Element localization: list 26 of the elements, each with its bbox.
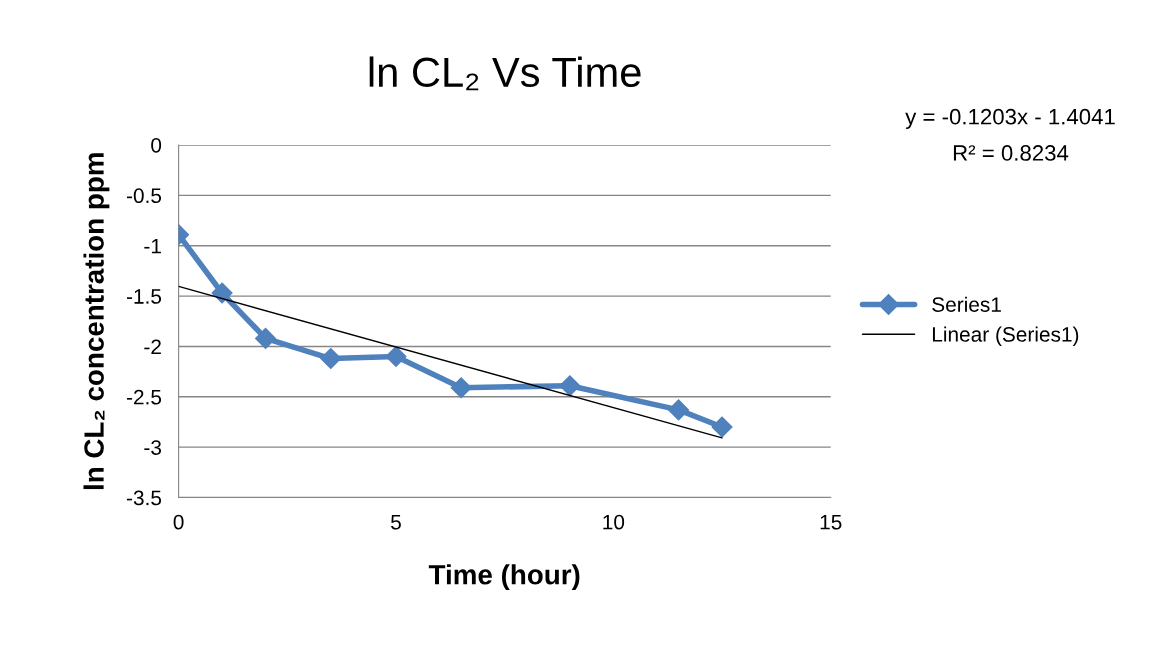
point: [668, 399, 690, 421]
x-tick-label: 5: [391, 514, 401, 530]
y-tick-label: -2.5: [126, 389, 162, 405]
y-tick-label: -1: [144, 238, 161, 254]
point: [320, 348, 342, 370]
point: [255, 327, 277, 349]
point: [559, 375, 581, 397]
x-tick-label: 10: [603, 514, 625, 530]
y-tick-label: -2: [144, 339, 161, 354]
x-tick-label: 15: [820, 514, 842, 530]
y-tick-label: -1.5: [126, 289, 162, 304]
text: R² = 0.8234: [953, 145, 1069, 161]
y-axis-title: ln CL₂ concentration ppm: [83, 153, 110, 490]
x-axis-title: Time (hour): [428, 564, 580, 591]
legend-label: Series1: [932, 296, 1001, 312]
y-tick-label: -3: [144, 440, 162, 455]
point: [711, 416, 733, 438]
chart-title: ln CL₂ Vs Time: [369, 56, 641, 91]
y-tick-label: 0: [151, 137, 162, 153]
text: y = -0.1203x - 1.4041: [905, 108, 1115, 129]
point: [385, 346, 407, 368]
x-tick-label: 0: [173, 514, 184, 530]
point: [450, 377, 472, 399]
legend-label: Linear (Series1): [932, 326, 1079, 346]
y-tick-label: -0.5: [126, 188, 162, 204]
y-tick-label: -3.5: [126, 490, 162, 506]
